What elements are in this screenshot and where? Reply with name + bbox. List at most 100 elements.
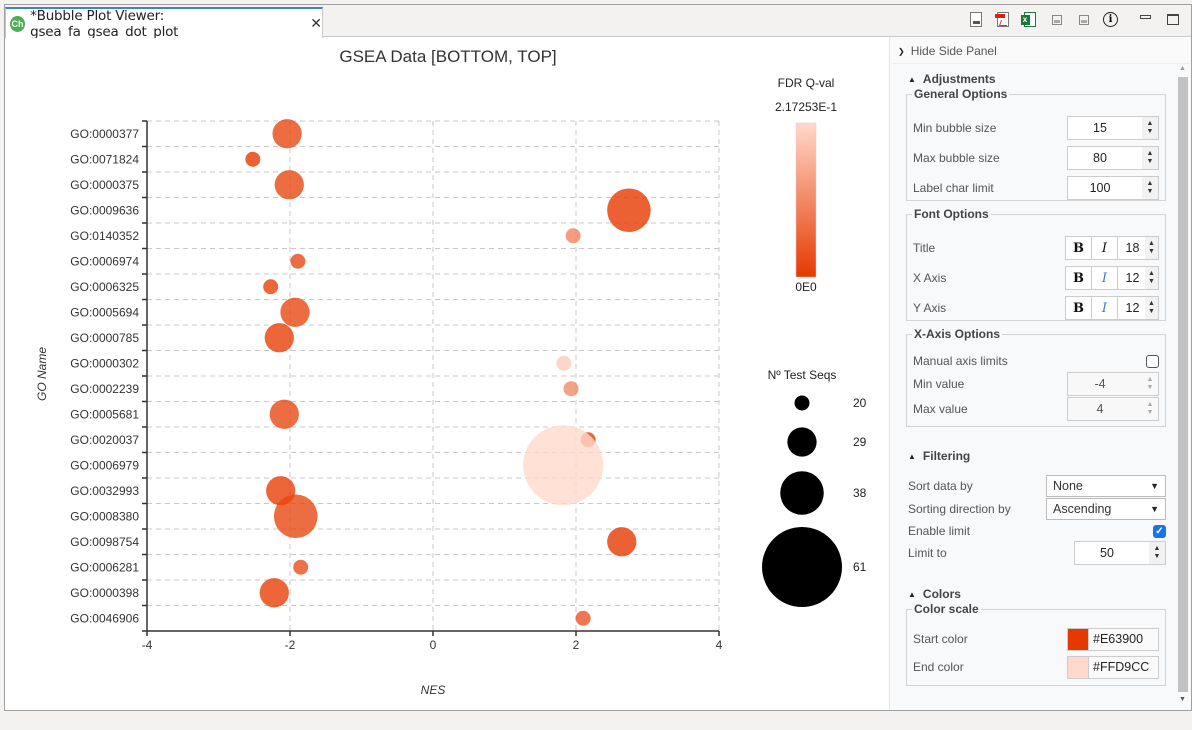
bubble[interactable]	[607, 188, 651, 233]
spinner-arrows-icon[interactable]: ▲ ▼	[1142, 177, 1158, 199]
start-color-picker[interactable]: #E63900	[1067, 627, 1159, 651]
tab-bubble-plot-viewer[interactable]: Ch *Bubble Plot Viewer: gsea_fa_gsea_dot…	[5, 7, 323, 40]
font-size-y-axis-value[interactable]: 12	[1125, 301, 1140, 315]
sorting-direction-select[interactable]: Ascending ▼	[1046, 498, 1166, 520]
section-filtering-title: Filtering	[922, 449, 971, 463]
bold-toggle-title[interactable]: B	[1066, 237, 1092, 259]
italic-toggle-y-axis[interactable]: I	[1092, 297, 1118, 319]
size-legend: Nº Test Seqs 20 29 38 61	[762, 368, 867, 607]
enable-limit-checkbox[interactable]: ✓	[1153, 524, 1166, 538]
side-panel-scrollbar[interactable]: ▲ ▼	[1177, 63, 1188, 708]
font-size-y-axis-spinner[interactable]: 12 ▲ ▼	[1118, 297, 1158, 319]
save-button[interactable]	[1048, 11, 1065, 28]
hide-side-panel-toggle[interactable]: ❯ Hide Side Panel	[898, 44, 997, 58]
bubble[interactable]	[556, 355, 572, 371]
bubble[interactable]	[290, 253, 306, 269]
export-pdf-button[interactable]	[994, 11, 1011, 28]
manual-axis-limits-row: Manual axis limits	[913, 349, 1159, 373]
end-color-picker[interactable]: #FFD9CC	[1067, 655, 1159, 679]
max-value-row: Max value 4 ▲ ▼	[913, 397, 1159, 421]
bubble[interactable]	[575, 610, 591, 626]
export-image-button[interactable]	[967, 11, 984, 28]
max-bubble-size-value[interactable]: 80	[1093, 151, 1107, 165]
font-row-title: Title B I 18 ▲ ▼	[913, 236, 1159, 260]
start-color-value[interactable]: #E63900	[1093, 632, 1144, 646]
export-image-icon	[969, 12, 982, 27]
bubble[interactable]	[264, 323, 294, 353]
scroll-down-icon[interactable]: ▼	[1179, 696, 1186, 703]
bold-toggle-y-axis[interactable]: B	[1066, 297, 1092, 319]
bubble[interactable]	[259, 578, 289, 608]
bubble[interactable]	[607, 527, 637, 557]
bubble[interactable]	[273, 494, 318, 539]
bubble[interactable]	[565, 228, 581, 244]
start-color-swatch[interactable]	[1068, 628, 1089, 650]
max-bubble-size-spinner[interactable]: 80 ▲ ▼	[1067, 146, 1159, 170]
label-char-limit-spinner[interactable]: 100 ▲ ▼	[1067, 176, 1159, 200]
min-value-value[interactable]: -4	[1094, 377, 1106, 391]
close-icon[interactable]: ✕	[310, 15, 322, 31]
min-value-spinner[interactable]: -4 ▲ ▼	[1067, 372, 1159, 396]
sort-data-by-value: None	[1053, 479, 1083, 493]
bold-toggle-x-axis[interactable]: B	[1066, 267, 1092, 289]
bubble[interactable]	[263, 279, 279, 295]
bubble[interactable]	[245, 151, 261, 167]
limit-to-spinner[interactable]: 50 ▲ ▼	[1074, 541, 1166, 565]
spinner-arrows-icon[interactable]: ▲ ▼	[1142, 398, 1158, 420]
manual-axis-limits-checkbox[interactable]	[1146, 354, 1159, 368]
font-size-title-value[interactable]: 18	[1125, 241, 1140, 255]
section-filtering-toggle[interactable]: ▲ Filtering	[908, 449, 970, 463]
max-value-value[interactable]: 4	[1096, 402, 1104, 416]
spinner-arrows-icon[interactable]: ▲ ▼	[1142, 373, 1158, 395]
min-bubble-size-spinner[interactable]: 15 ▲ ▼	[1067, 116, 1159, 140]
scrollbar-thumb[interactable]	[1178, 77, 1188, 692]
bubble[interactable]	[293, 559, 309, 575]
x-tick-label: 4	[716, 638, 723, 652]
scroll-up-icon[interactable]: ▲	[1179, 65, 1186, 72]
minimize-button[interactable]	[1137, 11, 1154, 28]
side-panel-scroll-area: ▲ Adjustments General Options Min bubble…	[892, 63, 1190, 710]
spinner-arrows-icon[interactable]: ▲ ▼	[1149, 542, 1165, 564]
y-tick-label: GO:0008380	[70, 509, 139, 523]
font-size-x-axis-value[interactable]: 12	[1125, 271, 1140, 285]
spinner-arrows-icon[interactable]: ▲ ▼	[1142, 147, 1158, 169]
min-bubble-size-value[interactable]: 15	[1093, 121, 1107, 135]
spinner-arrows-icon[interactable]: ▲ ▼	[1142, 117, 1158, 139]
info-button[interactable]: i	[1102, 11, 1119, 28]
italic-toggle-x-axis[interactable]: I	[1092, 267, 1118, 289]
spinner-arrows-icon[interactable]: ▲ ▼	[1145, 237, 1158, 259]
limit-to-value[interactable]: 50	[1100, 546, 1114, 560]
y-tick-label: GO:0002239	[70, 382, 139, 396]
end-color-swatch[interactable]	[1068, 656, 1089, 678]
bubble[interactable]	[563, 381, 579, 397]
maximize-button[interactable]	[1164, 11, 1181, 28]
bubble[interactable]	[272, 119, 302, 149]
section-adjustments-toggle[interactable]: ▲ Adjustments	[908, 72, 996, 86]
label-char-limit-value[interactable]: 100	[1089, 181, 1111, 195]
bubble[interactable]	[280, 297, 310, 327]
italic-toggle-title[interactable]: I	[1092, 237, 1118, 259]
limit-to-row: Limit to 50 ▲ ▼	[908, 541, 1166, 565]
export-excel-button[interactable]	[1020, 11, 1038, 28]
font-size-x-axis-spinner[interactable]: 12 ▲ ▼	[1118, 267, 1158, 289]
bubble[interactable]	[523, 425, 604, 506]
bubble[interactable]	[274, 170, 304, 200]
save-as-button[interactable]	[1075, 11, 1092, 28]
save-icon	[1051, 14, 1062, 25]
spinner-arrows-icon[interactable]: ▲ ▼	[1145, 267, 1158, 289]
section-colors-toggle[interactable]: ▲ Colors	[908, 587, 961, 601]
y-tick-label: GO:0006974	[70, 254, 139, 268]
min-bubble-size-row: Min bubble size 15 ▲ ▼	[913, 116, 1159, 140]
tab-title: *Bubble Plot Viewer: gsea_fa_gsea_dot_pl…	[30, 7, 179, 40]
sort-data-by-select[interactable]: None ▼	[1046, 475, 1166, 497]
font-y-axis-controls: B I 12 ▲ ▼	[1065, 296, 1159, 320]
spinner-arrows-icon[interactable]: ▲ ▼	[1145, 297, 1158, 319]
max-value-spinner[interactable]: 4 ▲ ▼	[1067, 397, 1159, 421]
end-color-label: End color	[913, 660, 964, 674]
y-tick-label: GO:0000398	[70, 586, 139, 600]
font-size-title-spinner[interactable]: 18 ▲ ▼	[1118, 237, 1158, 259]
bubble[interactable]	[269, 399, 299, 429]
end-color-value[interactable]: #FFD9CC	[1093, 660, 1150, 674]
save-as-icon	[1078, 14, 1089, 25]
y-tick-label: GO:0071824	[70, 152, 139, 166]
